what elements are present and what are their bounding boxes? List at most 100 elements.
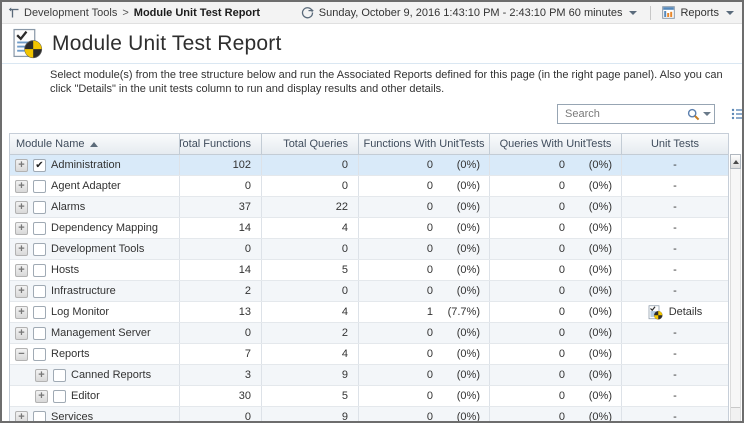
module-name-cell: + Hosts bbox=[10, 260, 180, 280]
module-checkbox[interactable] bbox=[53, 368, 66, 382]
expand-icon[interactable]: + bbox=[15, 179, 28, 193]
queries-with-unittests-cell: 0 (0%) bbox=[490, 176, 622, 196]
functions-with-unittests-cell: 0 (0%) bbox=[359, 260, 490, 280]
column-header-label: Functions With UnitTests bbox=[363, 138, 485, 150]
time-range-caret-icon[interactable] bbox=[629, 10, 638, 15]
expand-icon[interactable]: + bbox=[15, 305, 28, 319]
expand-icon[interactable]: + bbox=[15, 410, 28, 421]
total-functions-cell: 13 bbox=[180, 302, 262, 322]
table-row-management-server[interactable]: + Management Server 0 2 0 (0%) 0 (0%) - bbox=[10, 323, 728, 344]
count-value: 0 bbox=[558, 327, 565, 339]
expand-icon[interactable]: + bbox=[15, 242, 28, 256]
breadcrumb-parent[interactable]: Development Tools bbox=[24, 6, 118, 19]
expand-icon[interactable]: + bbox=[35, 389, 48, 403]
expand-icon[interactable]: + bbox=[15, 284, 28, 298]
reports-menu-label[interactable]: Reports bbox=[680, 6, 719, 19]
percent-value: (0%) bbox=[588, 369, 612, 381]
total-queries-cell: 0 bbox=[262, 281, 359, 301]
total-queries-cell: 0 bbox=[262, 155, 359, 175]
expand-icon[interactable]: + bbox=[35, 368, 48, 382]
percent-value: (0%) bbox=[456, 180, 480, 192]
module-checkbox[interactable] bbox=[33, 179, 46, 193]
queries-with-unittests-cell: 0 (0%) bbox=[490, 407, 622, 421]
functions-with-unittests-cell: 0 (0%) bbox=[359, 176, 490, 196]
column-header-total-functions[interactable]: Total Functions bbox=[180, 134, 262, 154]
table-row-log-monitor[interactable]: + Log Monitor 13 4 1 (7.7%) 0 (0%) Details bbox=[10, 302, 728, 323]
module-checkbox[interactable] bbox=[53, 389, 66, 403]
total-functions-cell: 7 bbox=[180, 344, 262, 364]
time-range-label[interactable]: Sunday, October 9, 2016 1:43:10 PM - 2:4… bbox=[318, 6, 623, 19]
search-box bbox=[557, 104, 715, 124]
queries-with-unittests-cell: 0 (0%) bbox=[490, 197, 622, 217]
expand-icon[interactable]: + bbox=[15, 200, 28, 214]
table-row-development-tools[interactable]: + Development Tools 0 0 0 (0%) 0 (0%) - bbox=[10, 239, 728, 260]
search-options-caret-icon[interactable] bbox=[703, 112, 711, 116]
percent-value: (0%) bbox=[456, 369, 480, 381]
scrollbar-thumb[interactable] bbox=[731, 169, 740, 409]
percent-value: (0%) bbox=[588, 159, 612, 171]
scroll-up-arrow-icon bbox=[732, 159, 739, 164]
module-checkbox[interactable] bbox=[33, 263, 46, 277]
module-table: Module Name Total Functions Total Queries F… bbox=[9, 133, 729, 423]
module-checkbox[interactable] bbox=[33, 410, 46, 421]
total-queries-cell: 4 bbox=[262, 344, 359, 364]
module-checkbox[interactable] bbox=[33, 221, 46, 235]
column-header-label: Total Functions bbox=[180, 138, 251, 150]
unit-tests-cell: - bbox=[673, 201, 677, 213]
module-checkbox[interactable]: ✔ bbox=[33, 158, 46, 172]
unit-tests-cell: - bbox=[673, 285, 677, 297]
expand-icon[interactable]: + bbox=[15, 221, 28, 235]
table-row-canned-reports[interactable]: + Canned Reports 3 9 0 (0%) 0 (0%) - bbox=[10, 365, 728, 386]
reports-caret-icon[interactable] bbox=[726, 10, 734, 15]
column-header-module-name[interactable]: Module Name bbox=[10, 134, 180, 154]
table-row-hosts[interactable]: + Hosts 14 5 0 (0%) 0 (0%) - bbox=[10, 260, 728, 281]
module-name-cell: + Dependency Mapping bbox=[10, 218, 180, 238]
collapse-icon[interactable]: − bbox=[15, 347, 28, 361]
table-row-agent-adapter[interactable]: + Agent Adapter 0 0 0 (0%) 0 (0%) - bbox=[10, 176, 728, 197]
up-level-icon[interactable] bbox=[8, 7, 20, 19]
breadcrumb-separator: > bbox=[122, 6, 129, 19]
table-row-services[interactable]: + Services 0 9 0 (0%) 0 (0%) - bbox=[10, 407, 728, 423]
table-row-editor[interactable]: + Editor 30 5 0 (0%) 0 (0%) - bbox=[10, 386, 728, 407]
column-header-functions-with-unittests[interactable]: Functions With UnitTests bbox=[359, 134, 490, 154]
scrollbar-up-button[interactable] bbox=[730, 154, 741, 169]
details-link[interactable]: Details bbox=[648, 304, 702, 320]
percent-value: (0%) bbox=[588, 222, 612, 234]
expand-icon[interactable]: + bbox=[15, 158, 28, 172]
module-checkbox[interactable] bbox=[33, 200, 46, 214]
count-value: 0 bbox=[558, 201, 565, 213]
expand-icon[interactable]: + bbox=[15, 263, 28, 277]
module-name-label: Services bbox=[51, 411, 94, 423]
expand-icon[interactable]: + bbox=[15, 326, 28, 340]
column-chooser-icon[interactable] bbox=[731, 107, 744, 121]
total-queries-cell: 0 bbox=[262, 239, 359, 259]
search-input[interactable] bbox=[563, 107, 687, 121]
queries-with-unittests-cell: 0 (0%) bbox=[490, 386, 622, 406]
search-row bbox=[2, 96, 742, 129]
table-row-alarms[interactable]: + Alarms 37 22 0 (0%) 0 (0%) - bbox=[10, 197, 728, 218]
module-checkbox[interactable] bbox=[33, 242, 46, 256]
module-name-cell: + Development Tools bbox=[10, 239, 180, 259]
total-queries-cell: 9 bbox=[262, 407, 359, 421]
module-checkbox[interactable] bbox=[33, 284, 46, 298]
table-row-dependency-mapping[interactable]: + Dependency Mapping 14 4 0 (0%) 0 (0%) - bbox=[10, 218, 728, 239]
table-row-reports[interactable]: − Reports 7 4 0 (0%) 0 (0%) - bbox=[10, 344, 728, 365]
module-checkbox[interactable] bbox=[33, 347, 46, 361]
table-row-administration[interactable]: + ✔ Administration 102 0 0 (0%) 0 (0%) - bbox=[10, 155, 728, 176]
grid-header: Module Name Total Functions Total Queries F… bbox=[10, 134, 728, 155]
module-checkbox[interactable] bbox=[33, 326, 46, 340]
column-header-unit-tests[interactable]: Unit Tests bbox=[622, 134, 728, 154]
vertical-scrollbar[interactable] bbox=[730, 133, 741, 421]
scrollbar-track[interactable] bbox=[730, 169, 741, 421]
module-checkbox[interactable] bbox=[33, 305, 46, 319]
column-header-total-queries[interactable]: Total Queries bbox=[262, 134, 359, 154]
grid-body: + ✔ Administration 102 0 0 (0%) 0 (0%) - + Agent Ad… bbox=[10, 155, 728, 423]
column-header-queries-with-unittests[interactable]: Queries With UnitTests bbox=[490, 134, 622, 154]
functions-with-unittests-cell: 0 (0%) bbox=[359, 323, 490, 343]
percent-value: (0%) bbox=[456, 327, 480, 339]
percent-value: (0%) bbox=[588, 285, 612, 297]
percent-value: (0%) bbox=[456, 222, 480, 234]
table-row-infrastructure[interactable]: + Infrastructure 2 0 0 (0%) 0 (0%) - bbox=[10, 281, 728, 302]
search-icon[interactable] bbox=[687, 108, 700, 121]
